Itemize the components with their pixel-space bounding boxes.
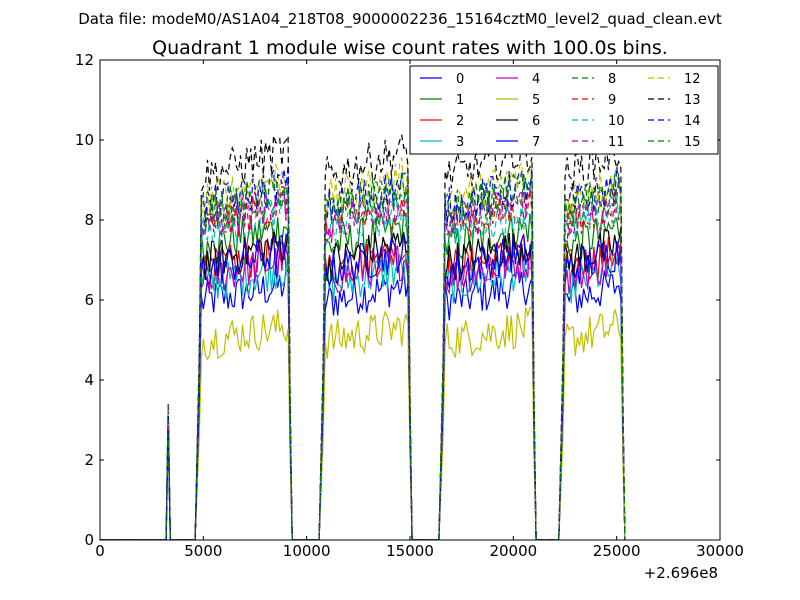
legend-label: 1 [456, 93, 464, 108]
legend-label: 9 [608, 93, 616, 108]
x-tick-label: 0 [95, 542, 105, 560]
y-tick-label: 0 [84, 531, 94, 549]
x-tick-label: 15000 [386, 542, 434, 560]
y-tick-label: 6 [84, 291, 94, 309]
legend-label: 14 [684, 114, 701, 129]
y-tick-label: 12 [75, 51, 94, 69]
y-tick-label: 2 [84, 451, 94, 469]
series-line-5 [100, 307, 626, 540]
series-line-13 [100, 134, 626, 540]
legend-label: 10 [608, 114, 625, 129]
y-tick-label: 10 [75, 131, 94, 149]
x-offset-label: +2.696e8 [644, 564, 718, 582]
legend-label: 0 [456, 72, 464, 87]
legend-label: 13 [684, 93, 701, 108]
series-line-15 [100, 170, 626, 540]
x-tick-label: 30000 [696, 542, 744, 560]
y-tick-label: 4 [84, 371, 94, 389]
y-tick-label: 8 [84, 211, 94, 229]
series-layer [100, 134, 626, 540]
legend-label: 15 [684, 135, 701, 150]
legend-label: 11 [608, 135, 625, 150]
legend-frame [409, 65, 719, 155]
legend-label: 8 [608, 72, 616, 87]
x-tick-label: 20000 [489, 542, 537, 560]
legend-label: 2 [456, 114, 464, 129]
x-tick-label: 5000 [184, 542, 222, 560]
legend-label: 6 [532, 114, 540, 129]
legend-label: 3 [456, 135, 464, 150]
legend-label: 7 [532, 135, 540, 150]
legend-label: 12 [684, 72, 701, 87]
x-tick-label: 25000 [593, 542, 641, 560]
x-tick-label: 10000 [283, 542, 331, 560]
legend-label: 4 [532, 72, 540, 87]
chart-title: Quadrant 1 module wise count rates with … [152, 37, 668, 59]
figure-suptitle: Data file: modeM0/AS1A04_218T08_90000022… [78, 10, 722, 29]
legend-label: 5 [532, 93, 540, 108]
